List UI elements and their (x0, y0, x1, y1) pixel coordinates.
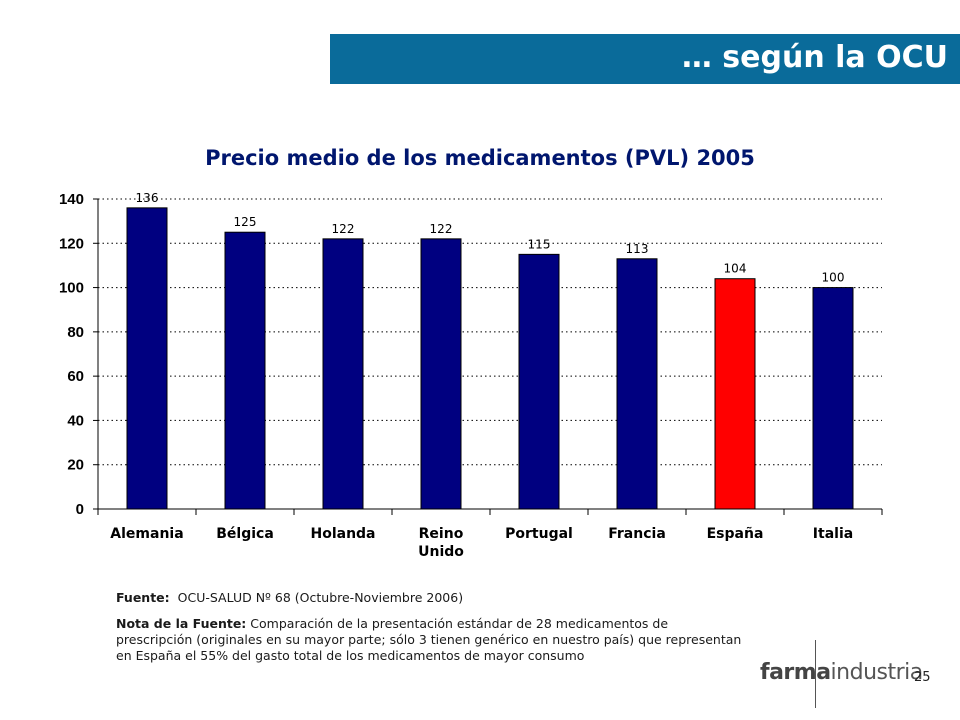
farmaindustria-logo: farmaindustria (760, 660, 923, 685)
chart-title: Precio medio de los medicamentos (PVL) 2… (205, 146, 755, 170)
y-tick-label-0: 0 (76, 501, 84, 518)
note-text: Comparación de la presentación estándar … (116, 616, 742, 663)
data-label-5: 113 (626, 242, 649, 256)
data-label-0: 136 (136, 191, 159, 205)
bar-4 (518, 253, 560, 510)
bar-5 (616, 258, 658, 510)
category-label-3-line-1: Unido (418, 544, 464, 560)
y-tick-label-100: 100 (59, 280, 84, 297)
y-tick-label-120: 120 (59, 235, 84, 252)
logo-light-text: industria (830, 660, 924, 685)
source-text: OCU-SALUD Nº 68 (Octubre-Noviembre 2006) (177, 590, 464, 605)
data-label-4: 115 (528, 237, 551, 251)
y-tick-label-60: 60 (67, 368, 84, 385)
bar-2 (322, 238, 364, 510)
page-number: 25 (914, 670, 931, 685)
category-label-2: Holanda (310, 526, 375, 542)
category-label-4: Portugal (505, 526, 573, 542)
category-label-7: Italia (813, 526, 853, 542)
category-label-3-line-0: Reino (419, 526, 464, 542)
data-label-2: 122 (332, 222, 355, 236)
category-label-6: España (707, 526, 764, 542)
data-label-7: 100 (822, 271, 845, 285)
y-tick-label-20: 20 (67, 457, 84, 474)
data-label-6: 104 (724, 262, 747, 276)
header-band: … según la OCU (330, 34, 960, 84)
source-line: Fuente: OCU-SALUD Nº 68 (Octubre-Noviembr… (116, 590, 746, 606)
y-tick-label-40: 40 (67, 412, 84, 429)
bar-1 (224, 231, 266, 510)
source-note: Nota de la Fuente: Comparación de la pre… (116, 616, 746, 664)
source-block: Fuente: OCU-SALUD Nº 68 (Octubre-Noviembr… (116, 590, 746, 664)
source-label: Fuente: (116, 590, 170, 605)
logo-divider (815, 640, 816, 708)
bar-7 (812, 287, 854, 510)
note-label: Nota de la Fuente: (116, 616, 247, 631)
bar-3 (420, 238, 462, 510)
category-label-1: Bélgica (216, 526, 274, 542)
category-label-0: Alemania (110, 526, 183, 542)
y-tick-label-80: 80 (67, 324, 84, 341)
bar-0 (126, 207, 168, 510)
data-label-3: 122 (430, 222, 453, 236)
data-label-1: 125 (234, 215, 257, 229)
slide-title: … según la OCU (681, 40, 948, 75)
bar-6 (714, 278, 756, 510)
y-tick-label-140: 140 (59, 191, 84, 208)
logo-bold-text: farma (760, 660, 831, 685)
category-label-5: Francia (608, 526, 666, 542)
